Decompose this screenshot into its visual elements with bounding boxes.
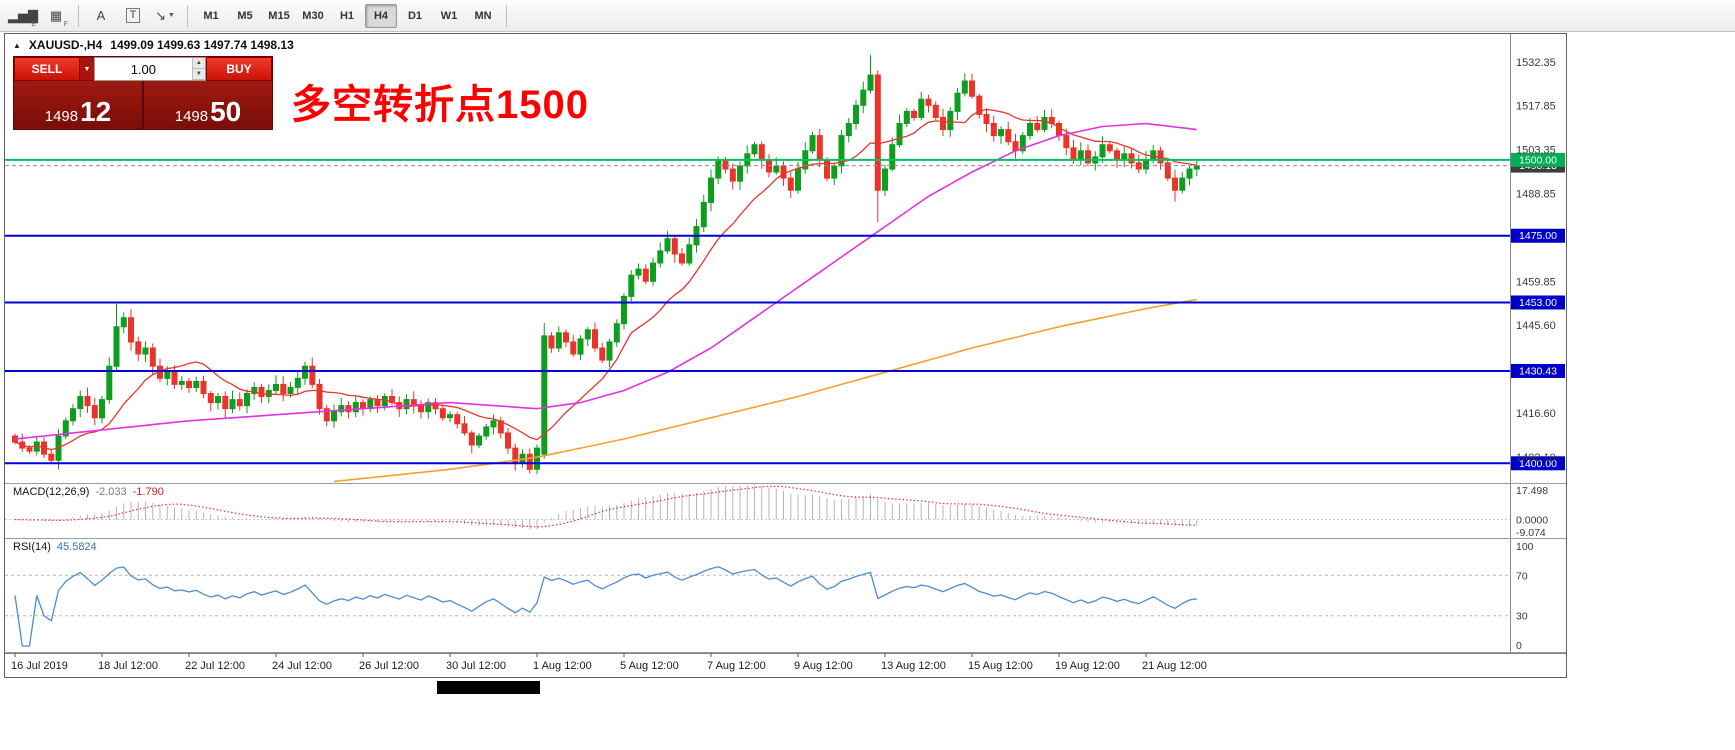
toolbar-separator (187, 4, 188, 27)
bid-price-button[interactable]: 1498 12 (14, 81, 142, 129)
svg-text:1503.35: 1503.35 (1516, 145, 1556, 157)
panel-separator[interactable] (5, 652, 1566, 653)
timeframe-button-h4[interactable]: H4 (365, 3, 397, 28)
svg-text:13 Aug 12:00: 13 Aug 12:00 (881, 660, 946, 672)
ask-price-main: 1498 (174, 108, 209, 125)
svg-text:1500.00: 1500.00 (1519, 154, 1557, 166)
rsi-name: RSI(14) (13, 541, 51, 553)
bid-price-main: 1498 (44, 108, 79, 125)
timeframe-button-m30[interactable]: M30 (302, 9, 324, 22)
timeframe-button-m5[interactable]: M5 (237, 9, 253, 22)
svg-text:1488.85: 1488.85 (1516, 189, 1556, 201)
chart-ohlc-readout: 1499.09 1499.63 1497.74 1498.13 (110, 38, 294, 52)
svg-text:18 Jul 12:00: 18 Jul 12:00 (98, 660, 158, 672)
volume-decrease-button[interactable]: ▼ (192, 69, 205, 80)
svg-text:16 Jul 2019: 16 Jul 2019 (11, 660, 68, 672)
text-label-tool-icon[interactable]: T (118, 3, 148, 29)
volume-field: ▲ ▼ (94, 57, 206, 81)
buy-button[interactable]: BUY (206, 57, 272, 81)
timeframe-button-mn[interactable]: MN (474, 9, 492, 22)
time-axis-canvas[interactable]: 16 Jul 2019 18 Jul 12:00 22 Jul 12:00 24 Ju… (5, 653, 1566, 677)
timeframe-button-w1[interactable]: W1 (440, 9, 458, 22)
svg-text:70: 70 (1516, 570, 1528, 582)
svg-text:9 Aug 12:00: 9 Aug 12:00 (794, 660, 853, 672)
panel-separator[interactable] (5, 538, 1566, 539)
rsi-label: RSI(14) 45.5824 (13, 541, 97, 553)
svg-text:1400.00: 1400.00 (1519, 458, 1557, 470)
rsi-canvas[interactable]: 100 70 30 0 (5, 539, 1566, 652)
trade-panel-divider (142, 81, 144, 129)
volume-input[interactable] (95, 58, 192, 80)
rsi-value: 45.5824 (56, 541, 97, 553)
svg-text:5 Aug 12:00: 5 Aug 12:00 (620, 660, 679, 672)
svg-text:22 Jul 12:00: 22 Jul 12:00 (185, 660, 245, 672)
arrow-tools-icon[interactable]: ↘ ▼ (155, 7, 175, 23)
svg-text:24 Jul 12:00: 24 Jul 12:00 (272, 660, 332, 672)
ask-price-fraction: 50 (210, 95, 242, 127)
svg-text:19 Aug 12:00: 19 Aug 12:00 (1055, 660, 1120, 672)
chart-annotation-text: 多空转折点1500 (291, 83, 589, 127)
svg-text:0.0000: 0.0000 (1516, 515, 1548, 527)
svg-text:1517.85: 1517.85 (1516, 101, 1556, 113)
svg-text:1475.00: 1475.00 (1519, 230, 1557, 242)
volume-spinner: ▲ ▼ (191, 58, 205, 80)
volume-increase-button[interactable]: ▲ (192, 58, 205, 69)
svg-text:17.498: 17.498 (1516, 485, 1548, 497)
text-tool-icon[interactable]: A (96, 8, 106, 23)
chart-title: ▲ XAUUSD-,H4 1499.09 1499.63 1497.74 149… (13, 38, 294, 52)
toolbar-separator (78, 4, 79, 27)
bottom-black-bar (437, 681, 540, 694)
svg-text:1416.60: 1416.60 (1516, 408, 1556, 420)
svg-text:0: 0 (1516, 640, 1522, 652)
svg-text:30: 30 (1516, 611, 1528, 623)
chart-window: ▲ XAUUSD-,H4 1499.09 1499.63 1497.74 149… (4, 33, 1567, 678)
timeframe-button-d1[interactable]: D1 (407, 9, 423, 22)
svg-text:1453.00: 1453.00 (1519, 297, 1557, 309)
svg-text:1445.60: 1445.60 (1516, 320, 1556, 332)
one-click-trading-panel: SELL ▼ ▲ ▼ BUY 1498 12 1498 50 (13, 56, 273, 130)
svg-text:-9.074: -9.074 (1516, 527, 1546, 538)
svg-text:1430.43: 1430.43 (1519, 365, 1557, 377)
timeframe-button-m1[interactable]: M1 (203, 9, 219, 22)
svg-text:1402.10: 1402.10 (1516, 452, 1556, 464)
svg-text:21 Aug 12:00: 21 Aug 12:00 (1142, 660, 1207, 672)
toolbar-separator (506, 4, 507, 27)
svg-text:1 Aug 12:00: 1 Aug 12:00 (533, 660, 592, 672)
collapse-icon[interactable]: ▲ (13, 40, 21, 50)
top-toolbar: ▂▅▇ E ▦ F A T ↘ ▼ M1 M5 M15 M30 H1 H4 D1 W1 MN (0, 0, 1735, 32)
macd-main-value: -2.033 (95, 486, 127, 498)
main-chart-canvas[interactable]: 1498.131500.001475.001453.001430.431400.… (5, 34, 1566, 483)
macd-signal-value: -1.790 (132, 486, 164, 498)
macd-label: MACD(12,26,9) -2.033 -1.790 (13, 486, 164, 498)
ask-price-button[interactable]: 1498 50 (144, 81, 272, 129)
sell-button[interactable]: SELL (14, 57, 80, 81)
svg-text:15 Aug 12:00: 15 Aug 12:00 (968, 660, 1033, 672)
svg-text:7 Aug 12:00: 7 Aug 12:00 (707, 660, 766, 672)
bid-price-fraction: 12 (80, 95, 112, 127)
bar-chart-icon[interactable]: ▂▅▇ E (8, 7, 38, 28)
panel-separator[interactable] (5, 483, 1566, 484)
timeframe-button-m15[interactable]: M15 (268, 9, 290, 22)
svg-text:1532.35: 1532.35 (1516, 57, 1556, 69)
svg-text:30 Jul 12:00: 30 Jul 12:00 (446, 660, 506, 672)
macd-canvas[interactable]: 17.498 0.0000-9.074 (5, 484, 1566, 538)
grid-icon[interactable]: ▦ F (49, 7, 68, 28)
chart-symbol-label: XAUUSD-,H4 (28, 38, 103, 52)
svg-text:1459.85: 1459.85 (1516, 277, 1556, 289)
svg-text:100: 100 (1516, 541, 1534, 553)
sell-options-caret-icon[interactable]: ▼ (80, 57, 94, 81)
svg-text:26 Jul 12:00: 26 Jul 12:00 (359, 660, 419, 672)
macd-name: MACD(12,26,9) (13, 486, 90, 498)
timeframe-button-h1[interactable]: H1 (339, 9, 355, 22)
